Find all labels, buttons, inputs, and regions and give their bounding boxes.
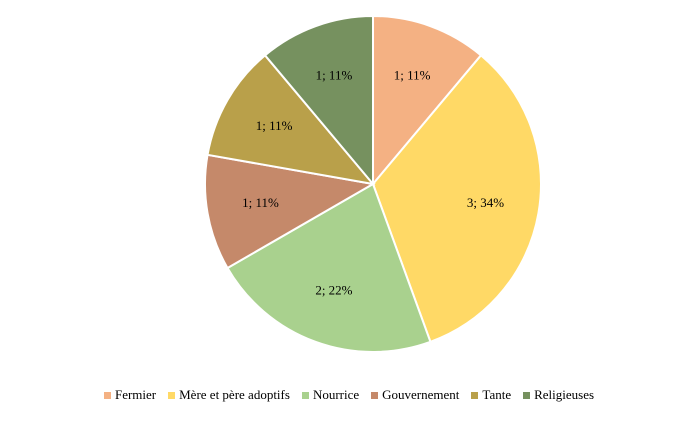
legend-item-nourrice: Nourrice xyxy=(301,387,360,403)
legend-label: Nourrice xyxy=(312,387,360,402)
legend-swatch-nourrice xyxy=(301,391,309,399)
legend-item-tante: Tante xyxy=(471,387,511,403)
legend-label: Fermier xyxy=(114,387,157,402)
legend-swatch-fermier xyxy=(103,391,111,399)
legend-item-gouvernement: Gouvernement xyxy=(371,387,459,403)
data-label-gouvernement: 1; 11% xyxy=(242,195,279,210)
legend-item-fermier: Fermier xyxy=(103,387,157,403)
data-label-tante: 1; 11% xyxy=(256,118,293,133)
slice-fermier xyxy=(372,14,483,187)
legend-label: Tante xyxy=(482,387,512,402)
chart-legend: Fermier Mère et père adoptifs Nourrice Gouv… xyxy=(0,387,698,403)
slice-religieuses xyxy=(263,14,374,187)
legend-item-religieuses: Religieuses xyxy=(523,387,594,403)
data-label-fermier: 1; 11% xyxy=(394,68,431,83)
data-label-nourrice: 2; 22% xyxy=(315,282,352,297)
legend-swatch-gouvernement xyxy=(371,391,379,399)
pie-chart: 1; 11% 3; 34% 2; 22% 1; 11% 1; 11% 1; 11% xyxy=(204,14,542,353)
legend-label: Mère et père adoptifs xyxy=(179,387,290,402)
data-label-mere-et-pere-adoptifs: 3; 34% xyxy=(467,195,504,210)
slice-gouvernement xyxy=(204,153,376,270)
legend-swatch-tante xyxy=(471,391,479,399)
slice-mere-et-pere-adoptifs xyxy=(371,53,542,344)
slice-nourrice xyxy=(226,182,432,353)
legend-label: Religieuses xyxy=(534,387,595,402)
legend-swatch-mere-et-pere-adoptifs xyxy=(168,391,176,399)
legend-item-mere-et-pere-adoptifs: Mère et père adoptifs xyxy=(168,387,290,403)
slice-tante xyxy=(206,53,376,186)
legend-label: Gouvernement xyxy=(382,387,460,402)
legend-swatch-religieuses xyxy=(523,391,531,399)
data-label-religieuses: 1; 11% xyxy=(316,68,353,83)
